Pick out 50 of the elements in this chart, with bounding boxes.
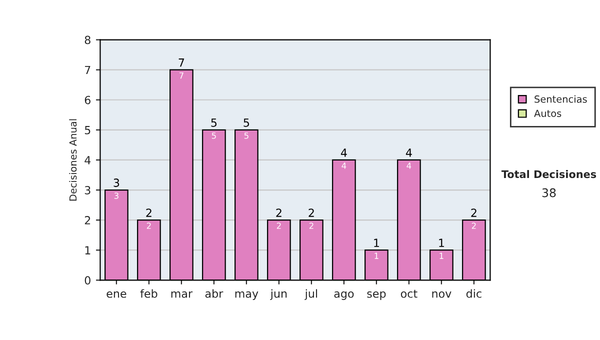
- data-label: 2: [146, 222, 151, 229]
- y-tick-label: 5: [84, 126, 90, 134]
- x-tick-label: jun: [270, 289, 287, 300]
- y-tick-label: 1: [85, 246, 90, 254]
- y-tick-label: 4: [84, 156, 91, 164]
- x-tick-label: abr: [205, 289, 224, 298]
- data-label: 7: [179, 72, 184, 79]
- x-tick-label: dic: [466, 289, 482, 298]
- total-label: 4: [406, 148, 412, 157]
- total-label: 3: [114, 178, 120, 187]
- total-label: 2: [471, 208, 476, 217]
- data-label: 2: [276, 222, 281, 229]
- total-label: 1: [374, 238, 379, 247]
- data-label: 5: [212, 132, 216, 139]
- total-label: 2: [276, 208, 282, 217]
- y-tick-label: 3: [84, 186, 90, 194]
- y-tick-label: 2: [84, 216, 90, 224]
- x-tick-label: may: [235, 291, 258, 300]
- x-tick-label: nov: [432, 291, 452, 298]
- data-label: 5: [244, 132, 248, 139]
- text: 38: [542, 188, 556, 198]
- total-label: 2: [308, 208, 314, 217]
- x-tick-label: feb: [140, 289, 158, 298]
- data-label: 1: [440, 252, 444, 259]
- total-label: 2: [146, 208, 152, 217]
- total-label: 5: [244, 118, 250, 127]
- x-tick-label: jul: [304, 289, 318, 300]
- total-label: 1: [439, 238, 444, 247]
- y-tick-label: 7: [85, 66, 90, 74]
- data-label: 1: [374, 252, 378, 259]
- data-label: 3: [114, 192, 118, 199]
- x-tick-label: ene: [106, 291, 126, 298]
- x-tick-label: ago: [334, 291, 354, 300]
- data-label: 4: [342, 162, 346, 169]
- y-tick-label: 0: [84, 276, 90, 285]
- text: Total Decisiones: [501, 170, 596, 178]
- y-tick-label: 6: [84, 96, 90, 104]
- total-label: 5: [211, 118, 217, 127]
- legend-label: Sentencias: [534, 95, 587, 103]
- data-label: 2: [472, 222, 476, 229]
- data-label: 2: [309, 222, 314, 229]
- total-label: 7: [178, 58, 184, 67]
- legend-label: Autos: [534, 110, 562, 118]
- total-label: 4: [340, 148, 347, 157]
- y-axis-title: Decisiones Anual: [69, 119, 77, 201]
- x-tick-label: sep: [367, 291, 386, 300]
- y-tick-label: 8: [84, 36, 90, 44]
- x-tick-label: mar: [171, 291, 193, 298]
- x-tick-label: oct: [400, 290, 418, 298]
- data-label: 4: [406, 162, 412, 169]
